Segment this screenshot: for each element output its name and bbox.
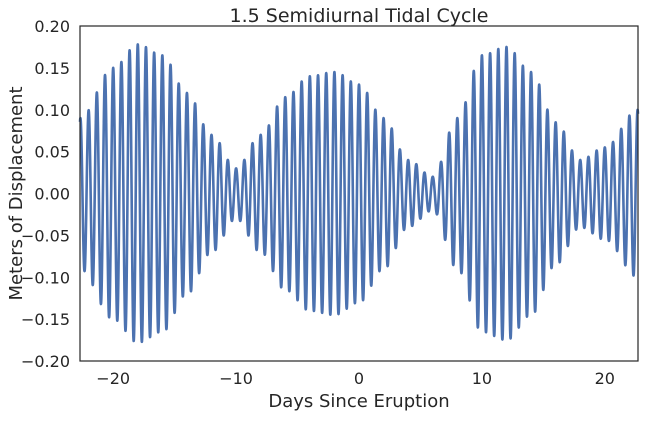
- y-tick-label: 0.00: [34, 185, 70, 204]
- x-axis-ticks: −20 −10 0 10 20: [96, 369, 615, 388]
- y-tick-label: 0.10: [34, 101, 70, 120]
- series-line: [78, 43, 640, 344]
- y-axis-label: Meters of Displacement: [6, 86, 27, 300]
- y-tick-label: −0.10: [21, 268, 70, 287]
- x-tick-label: 20: [595, 369, 615, 388]
- y-tick-label: 0.15: [34, 59, 70, 78]
- plot-area: [78, 25, 640, 362]
- x-axis-label: Days Since Eruption: [268, 391, 449, 412]
- x-tick-label: 10: [472, 369, 492, 388]
- chart-title: 1.5 Semidiurnal Tidal Cycle: [230, 5, 489, 27]
- x-tick-label: −10: [219, 369, 253, 388]
- y-tick-label: −0.15: [21, 310, 70, 329]
- x-tick-label: −20: [96, 369, 130, 388]
- y-tick-label: 0.20: [34, 17, 70, 36]
- y-tick-label: −0.20: [21, 352, 70, 371]
- x-tick-label: 0: [354, 369, 364, 388]
- y-axis-ticks: −0.20 −0.15 −0.10 −0.05 0.00 0.05 0.10 0.15 0.20: [21, 17, 70, 371]
- y-tick-label: −0.05: [21, 226, 70, 245]
- y-tick-label: 0.05: [34, 143, 70, 162]
- plot-frame: [79, 25, 639, 362]
